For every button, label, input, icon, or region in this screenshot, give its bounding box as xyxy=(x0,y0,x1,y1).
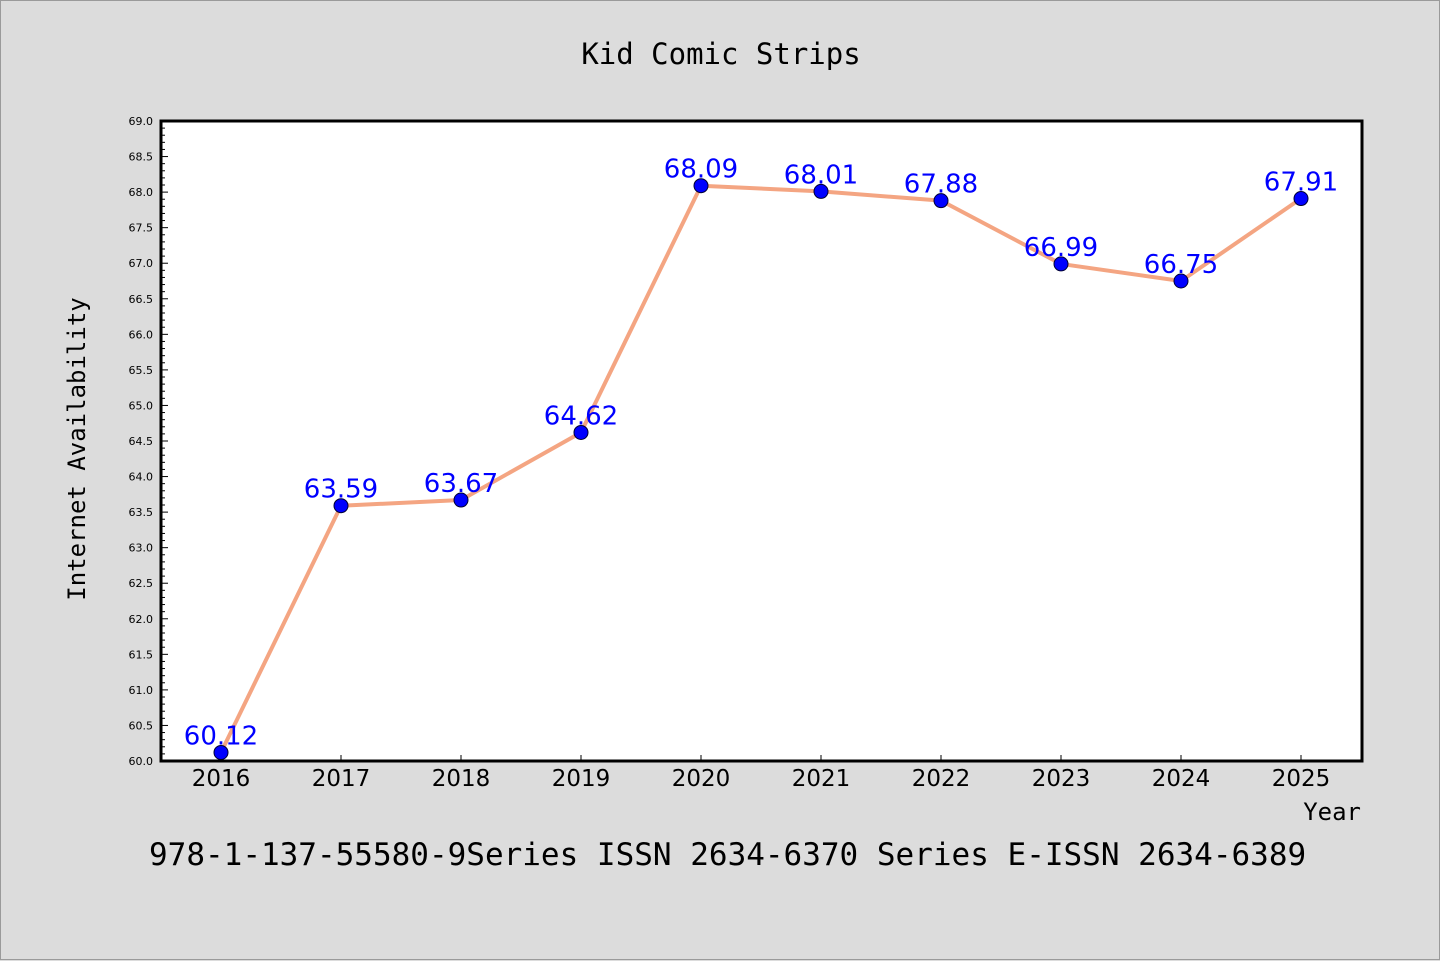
marker-group xyxy=(213,178,1309,760)
plot-border xyxy=(159,119,1364,763)
data-point-label: 63.67 xyxy=(424,469,498,499)
y-tick-label: 62.5 xyxy=(129,577,154,590)
data-point-marker xyxy=(333,498,349,514)
y-tick-label: 61.0 xyxy=(129,684,154,697)
x-tick-label: 2016 xyxy=(192,766,251,792)
data-point-label: 66.99 xyxy=(1024,233,1098,263)
footer-isbn-text: 978-1-137-55580-9Series ISSN 2634-6370 S… xyxy=(149,837,1306,873)
plot-area xyxy=(161,121,1362,761)
data-point-marker xyxy=(1293,191,1309,207)
x-tick-label: 2020 xyxy=(672,766,731,792)
y-tick-label: 60.5 xyxy=(129,719,154,732)
chart-title: Kid Comic Strips xyxy=(581,37,860,71)
y-tick-label: 68.0 xyxy=(129,186,154,199)
x-tick-label: 2019 xyxy=(552,766,611,792)
x-tick-label: 2018 xyxy=(432,766,491,792)
x-tick-label: 2023 xyxy=(1032,766,1091,792)
x-tick-label: 2017 xyxy=(312,766,371,792)
data-point-marker xyxy=(1173,273,1189,289)
data-point-label: 67.88 xyxy=(904,170,978,200)
y-tick-label: 60.0 xyxy=(129,755,154,768)
data-point-label: 66.75 xyxy=(1144,250,1218,280)
y-tick-label: 69.0 xyxy=(129,115,154,128)
data-point-label: 64.62 xyxy=(544,401,618,431)
data-point-marker xyxy=(213,744,229,760)
x-axis: 2016 2017 2018 2019 2020 2021 2022 2023 2024 2025 xyxy=(192,755,1331,792)
data-point-marker xyxy=(573,424,589,440)
y-tick-label: 61.5 xyxy=(129,648,154,661)
y-tick-label: 66.5 xyxy=(129,293,154,306)
y-tick-label: 65.0 xyxy=(129,399,154,412)
y-tick-label: 66.0 xyxy=(129,328,154,341)
y-tick-label: 64.5 xyxy=(129,435,154,448)
x-axis-label: Year xyxy=(1303,798,1361,826)
x-tick-label: 2024 xyxy=(1152,766,1211,792)
data-point-label: 63.59 xyxy=(304,475,378,505)
y-tick-label: 63.5 xyxy=(129,506,154,519)
data-point-marker xyxy=(933,193,949,209)
data-label-group: 60.12 63.59 63.67 64.62 68.09 68.01 67.88 66.99… xyxy=(184,155,1338,752)
y-tick-label: 65.5 xyxy=(129,364,154,377)
data-point-label: 68.09 xyxy=(664,155,738,185)
series-line-group xyxy=(219,183,1303,754)
y-tick-label: 68.5 xyxy=(129,151,154,164)
data-point-label: 67.91 xyxy=(1264,168,1338,198)
x-tick-label: 2021 xyxy=(792,766,851,792)
x-tick-label: 2022 xyxy=(912,766,971,792)
y-tick-label: 62.0 xyxy=(129,613,154,626)
y-axis-label: Internet Availability xyxy=(63,297,91,600)
data-point-marker xyxy=(693,178,709,194)
y-tick-label: 67.5 xyxy=(129,222,154,235)
y-tick-label: 67.0 xyxy=(129,257,154,270)
data-point-marker xyxy=(453,492,469,508)
x-tick-label: 2025 xyxy=(1272,766,1331,792)
data-point-label: 60.12 xyxy=(184,721,258,751)
data-point-marker xyxy=(813,183,829,199)
series-line xyxy=(219,183,1303,754)
data-point-marker xyxy=(1053,256,1069,272)
y-tick-label: 64.0 xyxy=(129,471,154,484)
y-tick-label: 63.0 xyxy=(129,542,154,555)
data-point-label: 68.01 xyxy=(784,160,858,190)
